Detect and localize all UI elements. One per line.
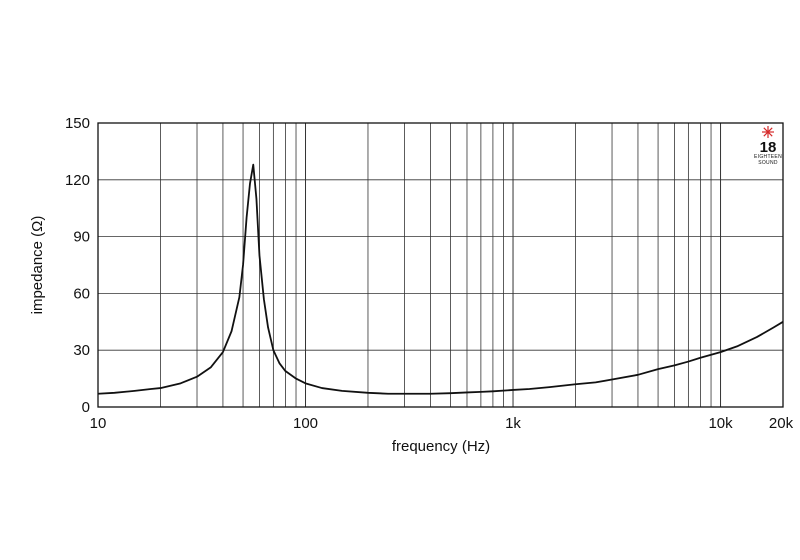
- star-icon: [762, 126, 774, 138]
- x-tick-labels: 10 100 1k 10k 20k: [90, 415, 794, 432]
- y-tick-labels: 0 30 60 90 120 150: [65, 115, 90, 416]
- impedance-line: [97, 163, 784, 395]
- y-tick-label: 90: [73, 229, 90, 246]
- x-tick-label: 1k: [505, 415, 521, 432]
- y-axis-title: impedance (Ω): [29, 216, 46, 315]
- x-tick-label: 100: [293, 415, 318, 432]
- y-tick-label: 60: [73, 285, 90, 302]
- y-tick-label: 150: [65, 115, 90, 132]
- grid: [98, 123, 783, 407]
- y-tick-label: 120: [65, 172, 90, 189]
- y-tick-label: 30: [73, 342, 90, 359]
- brand-logo: 18 EIGHTEEN SOUND: [754, 126, 782, 166]
- plot-frame: [97, 122, 784, 408]
- logo-number: 18: [760, 139, 777, 156]
- x-tick-label: 20k: [769, 415, 794, 432]
- x-tick-label: 10: [90, 415, 107, 432]
- y-tick-label: 0: [82, 399, 90, 416]
- logo-bottom-text: SOUND: [758, 160, 778, 166]
- x-tick-label: 10k: [708, 415, 733, 432]
- x-axis-title: frequency (Hz): [392, 438, 490, 455]
- logo-top-text: EIGHTEEN: [754, 154, 782, 160]
